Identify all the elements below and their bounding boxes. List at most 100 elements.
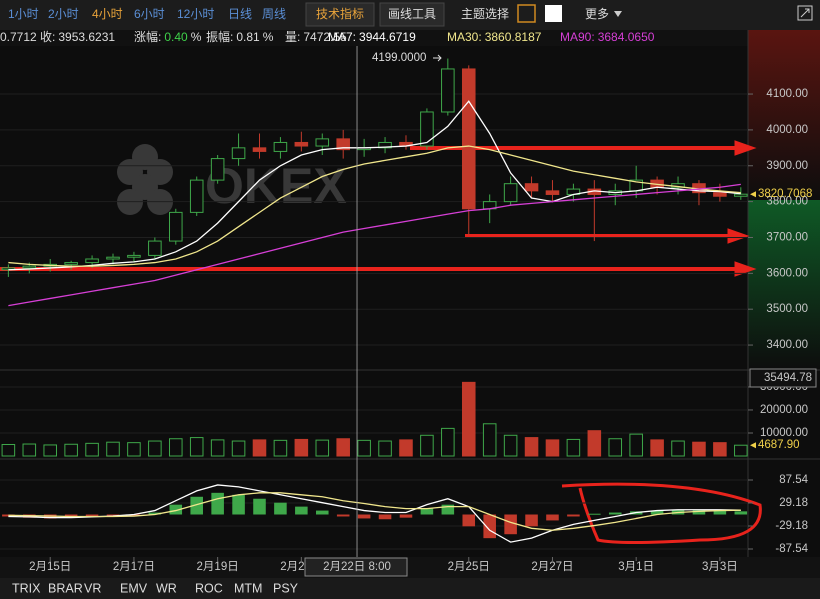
info-part: % (191, 30, 202, 44)
volume-bar (64, 443, 78, 457)
y-tick-label: 4000.00 (766, 124, 808, 136)
y-tick-label: 3400.00 (766, 339, 808, 351)
candle-body (252, 147, 267, 152)
volume-bar (566, 438, 581, 457)
volume-bar (273, 439, 288, 457)
info-part: 0.81 (236, 30, 260, 44)
candle-body (210, 158, 225, 181)
x-tick-label: 3月1日 (618, 561, 654, 573)
macd-bar (232, 494, 245, 515)
info-item: 涨幅: 0.40% (134, 29, 202, 44)
info-part: MA90: (560, 30, 595, 44)
info-lead: 0.7712 (0, 30, 37, 44)
volume-bar (420, 434, 434, 457)
info-item: 振幅: 0.81% (206, 29, 274, 44)
theme-dark[interactable] (517, 4, 536, 23)
volume-bar (629, 433, 643, 457)
last-arrow (750, 191, 756, 198)
info-part: % (263, 30, 274, 44)
interval-tab[interactable]: 2小时 (48, 7, 79, 21)
volume-bar (210, 439, 225, 457)
macd-bar (336, 514, 350, 517)
y-tick-label: 3600.00 (766, 267, 808, 279)
interval-tab[interactable]: 6小时 (134, 7, 165, 21)
candle-body (378, 141, 392, 149)
line (8, 492, 741, 531)
volume-bar (43, 444, 58, 457)
volume-bar (503, 434, 518, 457)
candle-body (273, 141, 288, 152)
volume-bar (482, 423, 497, 457)
indicator-tab[interactable]: VR (84, 581, 101, 595)
macd-bar (253, 498, 266, 515)
info-part: 7472.55 (303, 30, 347, 44)
fullscreen-icon[interactable] (797, 5, 813, 21)
theme-light[interactable] (545, 5, 562, 22)
line (8, 484, 741, 543)
max-box (749, 368, 817, 388)
indicator-tab[interactable]: EMV (120, 581, 148, 595)
macd-bar (567, 514, 580, 517)
info-item: MA90: 3684.0650 (560, 30, 655, 44)
macd-bar (420, 508, 434, 515)
info-bg (0, 30, 820, 46)
volume-bar (524, 437, 539, 457)
candle-body (441, 68, 455, 113)
y-tick-label: 3900.00 (766, 160, 808, 172)
volume-bar (378, 440, 392, 457)
info-part: 振幅: (206, 29, 233, 44)
y-tick-label: 3500.00 (766, 303, 808, 315)
volume-bar (127, 442, 141, 457)
indicator-tab[interactable]: BRAR (48, 581, 83, 595)
candle-body (231, 147, 246, 160)
indicator-tab[interactable]: ROC (195, 581, 223, 595)
crosshair-box (304, 557, 408, 577)
indicator-tab[interactable]: TRIX (12, 581, 41, 595)
interval-tab[interactable]: 4小时 (92, 7, 123, 21)
volume-bar (22, 443, 37, 457)
info-part: 量: (285, 30, 300, 44)
candle-body (734, 193, 748, 197)
toolbar-button-label[interactable]: 技术指标 (316, 6, 364, 21)
macd-bar (441, 504, 455, 515)
y-tick-label: 3700.00 (766, 232, 808, 244)
volume-bar (671, 440, 685, 457)
y-tick-label: 4100.00 (766, 88, 808, 100)
toolbar-button-label[interactable]: 画线工具 (388, 7, 436, 21)
line (8, 100, 741, 271)
macd-bar (85, 514, 99, 517)
indicator-tab[interactable]: WR (156, 581, 177, 595)
info-part: 收: (40, 30, 55, 44)
volume-bar (545, 439, 560, 457)
interval-tab[interactable]: 1小时 (8, 7, 39, 21)
candle-body (336, 138, 350, 151)
y-tick-label: 10000.00 (760, 427, 808, 439)
volume-bar (357, 439, 371, 457)
volume-max-label: 35494.78 (764, 372, 812, 384)
more-menu[interactable]: 更多 (585, 7, 609, 21)
toolbar-button[interactable] (305, 2, 375, 27)
volume-bar (336, 438, 350, 457)
volume-bar (399, 439, 413, 457)
volume-bar (294, 438, 309, 457)
macd-bar (169, 504, 183, 515)
interval-tab[interactable]: 周线 (262, 7, 286, 21)
interval-tab[interactable]: 12小时 (177, 7, 214, 21)
x-tick-label: 2月27日 (531, 561, 573, 573)
candle-body (420, 111, 434, 147)
info-part: 3944.6719 (359, 30, 416, 44)
watermark: OKEX (117, 144, 347, 215)
line (8, 183, 741, 307)
dropdown-caret (614, 11, 622, 17)
toolbar-button[interactable] (379, 2, 445, 27)
x-tick-label: 2月19日 (197, 561, 239, 573)
indicator-tab[interactable]: PSY (273, 581, 299, 595)
info-part: 0.40 (164, 30, 188, 44)
info-part: 涨幅: (134, 29, 161, 44)
info-item: 收: 3953.6231 (40, 30, 115, 44)
indicator-tab[interactable]: MTM (234, 581, 262, 595)
macd-bar (211, 492, 224, 515)
interval-tab[interactable]: 日线 (228, 7, 252, 21)
info-part: MA7: (328, 30, 356, 44)
volume-bar (441, 427, 455, 457)
